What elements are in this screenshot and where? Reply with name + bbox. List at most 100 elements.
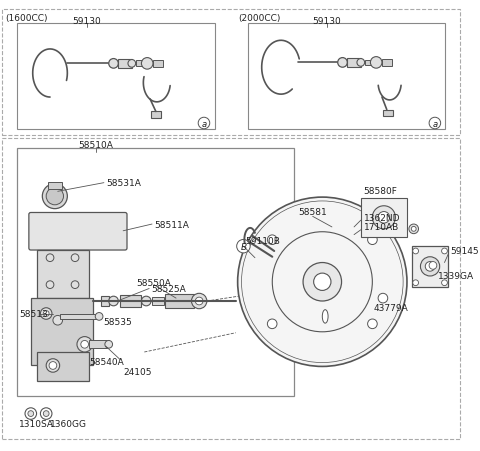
FancyBboxPatch shape: [29, 213, 127, 250]
Bar: [412, 247, 448, 287]
Circle shape: [142, 297, 151, 306]
Text: 59130: 59130: [313, 17, 341, 26]
Circle shape: [413, 249, 419, 254]
Bar: [17, 149, 294, 396]
Bar: [2, 10, 460, 135]
Circle shape: [429, 118, 441, 129]
Circle shape: [198, 118, 210, 129]
Circle shape: [357, 60, 365, 67]
Text: 58510A: 58510A: [79, 140, 114, 149]
Circle shape: [378, 212, 390, 224]
Circle shape: [142, 59, 153, 70]
Bar: [153, 60, 163, 68]
Circle shape: [368, 319, 377, 329]
Text: 58581: 58581: [298, 207, 327, 216]
Circle shape: [128, 60, 136, 68]
Text: 43779A: 43779A: [373, 304, 408, 313]
Circle shape: [81, 341, 88, 348]
Circle shape: [267, 235, 277, 245]
Circle shape: [42, 184, 67, 209]
Circle shape: [108, 297, 119, 306]
Circle shape: [338, 59, 348, 68]
Circle shape: [43, 311, 49, 317]
Circle shape: [372, 206, 396, 230]
Circle shape: [25, 408, 36, 419]
Circle shape: [43, 411, 49, 417]
Circle shape: [49, 362, 57, 369]
Circle shape: [40, 308, 52, 320]
Text: 58535: 58535: [103, 317, 132, 326]
Bar: [36, 352, 89, 381]
Circle shape: [95, 313, 103, 321]
Text: 59130: 59130: [72, 17, 101, 26]
Circle shape: [411, 227, 416, 232]
Bar: [48, 182, 61, 190]
Circle shape: [378, 294, 388, 303]
Circle shape: [368, 235, 377, 245]
Circle shape: [313, 273, 331, 291]
Bar: [2, 139, 460, 439]
Text: (1600CC): (1600CC): [5, 14, 48, 23]
Circle shape: [303, 263, 342, 301]
Circle shape: [108, 60, 119, 69]
Bar: [348, 59, 361, 68]
Circle shape: [53, 316, 62, 325]
Circle shape: [71, 281, 79, 289]
Bar: [101, 297, 108, 306]
Text: (2000CC): (2000CC): [239, 14, 281, 23]
Text: a: a: [202, 119, 206, 128]
Bar: [151, 112, 161, 119]
Bar: [152, 298, 164, 305]
Text: 58580F: 58580F: [364, 186, 397, 195]
Bar: [382, 60, 392, 67]
Circle shape: [420, 257, 440, 276]
Circle shape: [429, 262, 437, 270]
Text: 58550A: 58550A: [137, 279, 171, 288]
Text: 59145: 59145: [450, 246, 479, 255]
Text: 58511A: 58511A: [154, 220, 189, 229]
Text: 58525A: 58525A: [151, 285, 186, 293]
Circle shape: [267, 319, 277, 329]
Bar: [17, 24, 215, 129]
Ellipse shape: [322, 310, 328, 323]
Bar: [31, 299, 93, 366]
Circle shape: [238, 198, 407, 367]
Bar: [136, 61, 144, 67]
Text: 1360GG: 1360GG: [50, 419, 87, 428]
Circle shape: [77, 337, 92, 352]
Circle shape: [192, 294, 207, 309]
Text: a: a: [432, 119, 437, 128]
Circle shape: [413, 280, 419, 286]
Text: 1710AB: 1710AB: [364, 223, 399, 232]
Circle shape: [105, 341, 113, 348]
Circle shape: [442, 249, 447, 254]
Circle shape: [409, 225, 419, 234]
Circle shape: [71, 254, 79, 262]
Text: 58513: 58513: [19, 309, 48, 318]
Text: 59110B: 59110B: [245, 236, 280, 245]
Bar: [36, 250, 89, 299]
Bar: [248, 24, 445, 129]
Bar: [361, 198, 407, 237]
Bar: [89, 341, 107, 348]
Circle shape: [40, 408, 52, 419]
Bar: [120, 295, 142, 307]
Bar: [119, 60, 132, 69]
Bar: [383, 110, 393, 117]
Bar: [365, 60, 372, 66]
Circle shape: [237, 240, 250, 253]
Text: 1362ND: 1362ND: [364, 213, 400, 222]
Circle shape: [46, 359, 60, 373]
Circle shape: [195, 298, 203, 305]
Text: B: B: [240, 242, 246, 251]
Text: 58531A: 58531A: [106, 179, 141, 188]
Text: 1339GA: 1339GA: [438, 271, 474, 280]
Circle shape: [28, 411, 34, 417]
Bar: [166, 295, 194, 308]
Circle shape: [371, 57, 382, 69]
Text: 58540A: 58540A: [89, 357, 124, 366]
Bar: [60, 314, 98, 320]
Circle shape: [442, 280, 447, 286]
Text: 24105: 24105: [123, 367, 152, 376]
Circle shape: [425, 262, 435, 272]
